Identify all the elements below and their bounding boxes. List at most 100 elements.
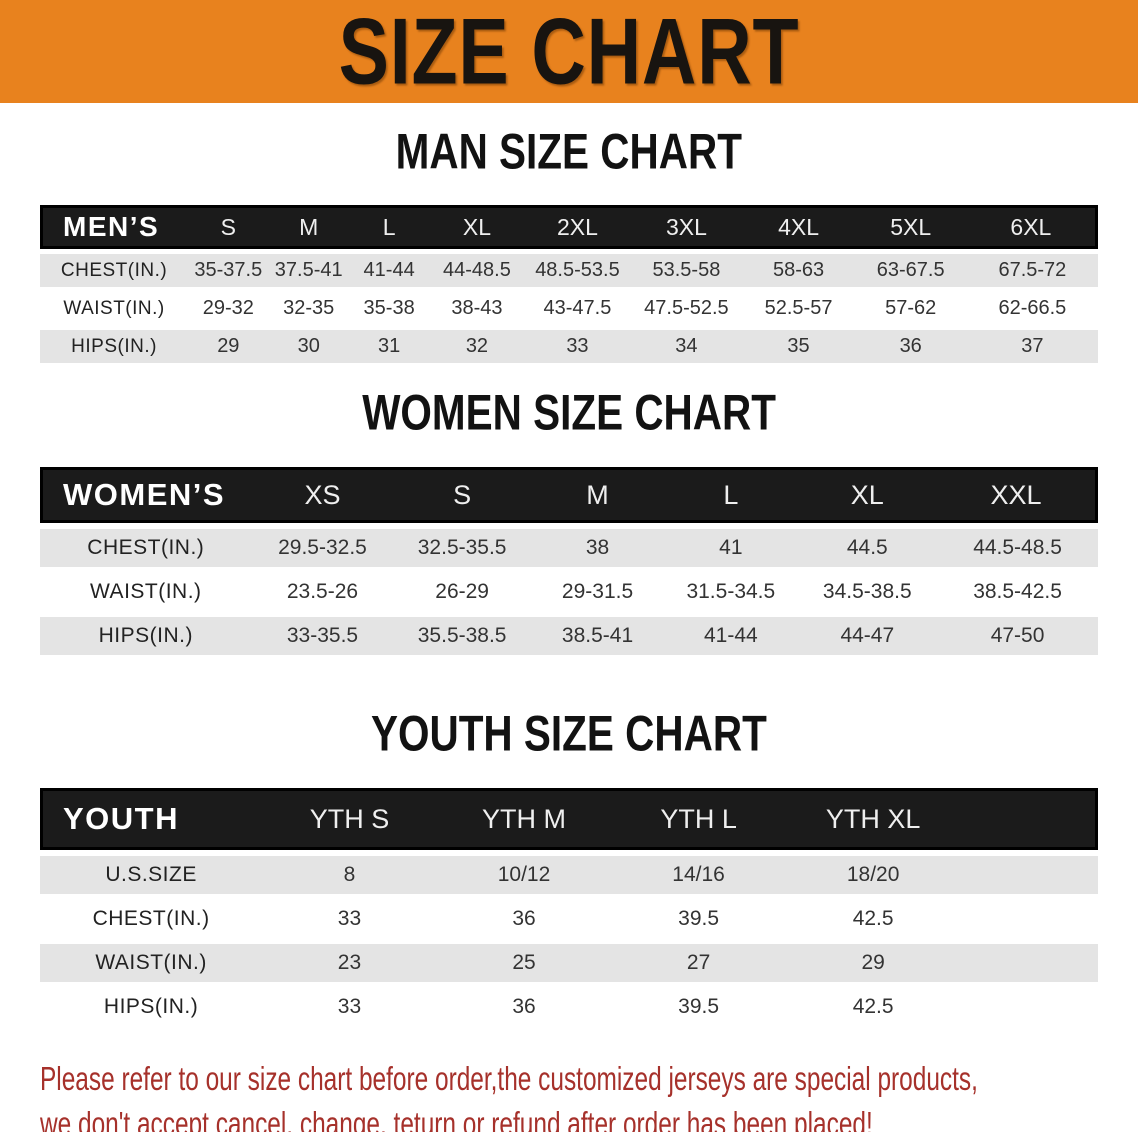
womens-section-heading: WOMEN SIZE CHART bbox=[0, 383, 1138, 445]
row-label-cell: WAIST(IN.) bbox=[40, 292, 189, 325]
value-cell: 52.5-57 bbox=[742, 292, 855, 325]
value-cell: 33 bbox=[262, 900, 437, 938]
youth-measurement-row: U.S.SIZE 8 10/12 14/16 18/20 bbox=[40, 856, 1098, 894]
value-cell: 44.5 bbox=[797, 529, 938, 567]
value-cell: 10/12 bbox=[436, 856, 612, 894]
mens-column-header: 4XL bbox=[742, 205, 855, 249]
mens-table-title: MEN’S bbox=[40, 205, 189, 249]
mens-column-header: M bbox=[268, 205, 349, 249]
row-label-cell: CHEST(IN.) bbox=[40, 254, 189, 287]
mens-column-header: XL bbox=[429, 205, 525, 249]
mens-column-header: 2XL bbox=[524, 205, 631, 249]
value-cell: 23 bbox=[262, 944, 437, 982]
youth-measurement-row: HIPS(IN.) 33 36 39.5 42.5 bbox=[40, 988, 1098, 1026]
value-cell: 39.5 bbox=[611, 988, 786, 1026]
value-cell: 44.5-48.5 bbox=[937, 529, 1098, 567]
youth-section-heading: YOUTH SIZE CHART bbox=[0, 704, 1138, 766]
row-label-cell: HIPS(IN.) bbox=[40, 617, 252, 655]
youth-column-header: YTH S bbox=[262, 788, 437, 850]
womens-section-heading-text: WOMEN SIZE CHART bbox=[362, 383, 776, 441]
value-cell: 35-37.5 bbox=[188, 254, 269, 287]
value-cell: 58-63 bbox=[742, 254, 855, 287]
mens-measurement-row: CHEST(IN.) 35-37.5 37.5-41 41-44 44-48.5 48.5… bbox=[40, 254, 1098, 287]
youth-section-heading-text: YOUTH SIZE CHART bbox=[371, 704, 767, 762]
row-label-cell: HIPS(IN.) bbox=[40, 988, 263, 1026]
value-cell: 63-67.5 bbox=[854, 254, 967, 287]
mens-table-mount: MEN’S S M L XL 2XL 3XL 4XL 5XL 6XL CHEST(IN.) 35-37… bbox=[0, 200, 1138, 368]
value-cell: 35-38 bbox=[348, 292, 430, 325]
banner: SIZE CHART bbox=[0, 0, 1138, 103]
row-label-cell: WAIST(IN.) bbox=[40, 573, 252, 611]
value-cell: 36 bbox=[436, 988, 612, 1026]
womens-column-header: XXL bbox=[937, 467, 1098, 523]
filler-cell bbox=[960, 900, 1098, 938]
value-cell: 43-47.5 bbox=[524, 292, 631, 325]
value-cell: 34.5-38.5 bbox=[797, 573, 938, 611]
value-cell: 33-35.5 bbox=[251, 617, 394, 655]
value-cell: 53.5-58 bbox=[630, 254, 743, 287]
youth-header-row: YOUTH YTH S YTH M YTH L YTH XL bbox=[40, 788, 1098, 850]
value-cell: 48.5-53.5 bbox=[524, 254, 631, 287]
value-cell: 30 bbox=[268, 330, 349, 363]
value-cell: 42.5 bbox=[785, 988, 961, 1026]
row-label-cell: CHEST(IN.) bbox=[40, 529, 252, 567]
womens-column-header: S bbox=[393, 467, 531, 523]
youth-size-table: YOUTH YTH S YTH M YTH L YTH XL U.S.SIZE 8 10/12… bbox=[40, 782, 1098, 1032]
womens-column-header: XL bbox=[797, 467, 938, 523]
disclaimer-line-1: Please refer to our size chart before or… bbox=[40, 1056, 1138, 1101]
womens-measurement-row: HIPS(IN.) 33-35.5 35.5-38.5 38.5-41 41-44 44-… bbox=[40, 617, 1098, 655]
youth-table-mount: YOUTH YTH S YTH M YTH L YTH XL U.S.SIZE 8 10/12… bbox=[0, 782, 1138, 1032]
value-cell: 8 bbox=[262, 856, 437, 894]
value-cell: 35 bbox=[742, 330, 855, 363]
youth-column-header: YTH M bbox=[436, 788, 612, 850]
mens-size-table: MEN’S S M L XL 2XL 3XL 4XL 5XL 6XL CHEST(IN.) 35-37… bbox=[40, 200, 1098, 368]
value-cell: 29.5-32.5 bbox=[251, 529, 394, 567]
disclaimer-line-2: we don't accept cancel, change, teturn o… bbox=[40, 1101, 1138, 1132]
womens-measurement-row: WAIST(IN.) 23.5-26 26-29 29-31.5 31.5-34.5 34… bbox=[40, 573, 1098, 611]
value-cell: 23.5-26 bbox=[251, 573, 394, 611]
womens-table-mount: WOMEN’S XS S M L XL XXL CHEST(IN.) 29.5-32.5 32.5… bbox=[0, 461, 1138, 661]
mens-section: MAN SIZE CHART MEN’S S M L XL 2XL 3XL 4XL 5XL 6XL… bbox=[0, 122, 1138, 368]
value-cell: 62-66.5 bbox=[966, 292, 1098, 325]
womens-column-header: XS bbox=[251, 467, 394, 523]
womens-section: WOMEN SIZE CHART WOMEN’S XS S M L XL XXL CHEST(… bbox=[0, 383, 1138, 661]
row-label-cell: U.S.SIZE bbox=[40, 856, 263, 894]
value-cell: 57-62 bbox=[854, 292, 967, 325]
value-cell: 35.5-38.5 bbox=[393, 617, 531, 655]
youth-measurement-row: CHEST(IN.) 33 36 39.5 42.5 bbox=[40, 900, 1098, 938]
womens-size-table: WOMEN’S XS S M L XL XXL CHEST(IN.) 29.5-32.5 32.5… bbox=[40, 461, 1098, 661]
youth-section: YOUTH SIZE CHART YOUTH YTH S YTH M YTH L YTH… bbox=[0, 704, 1138, 1032]
youth-column-header: YTH XL bbox=[785, 788, 961, 850]
value-cell: 36 bbox=[854, 330, 967, 363]
mens-column-header: S bbox=[188, 205, 269, 249]
value-cell: 31.5-34.5 bbox=[664, 573, 798, 611]
value-cell: 31 bbox=[348, 330, 430, 363]
value-cell: 44-47 bbox=[797, 617, 938, 655]
value-cell: 41-44 bbox=[664, 617, 798, 655]
value-cell: 44-48.5 bbox=[429, 254, 525, 287]
mens-column-header: 3XL bbox=[630, 205, 743, 249]
value-cell: 39.5 bbox=[611, 900, 786, 938]
youth-column-header: YTH L bbox=[611, 788, 786, 850]
filler-cell bbox=[960, 988, 1098, 1026]
value-cell: 32-35 bbox=[268, 292, 349, 325]
row-label-cell: HIPS(IN.) bbox=[40, 330, 189, 363]
value-cell: 33 bbox=[262, 988, 437, 1026]
mens-section-heading-text: MAN SIZE CHART bbox=[395, 122, 743, 180]
youth-table-title: YOUTH bbox=[40, 788, 263, 850]
row-label-cell: CHEST(IN.) bbox=[40, 900, 263, 938]
value-cell: 38.5-42.5 bbox=[937, 573, 1098, 611]
value-cell: 37 bbox=[966, 330, 1098, 363]
mens-measurement-row: WAIST(IN.) 29-32 32-35 35-38 38-43 43-47.5 47.… bbox=[40, 292, 1098, 325]
filler-cell bbox=[960, 856, 1098, 894]
value-cell: 29-31.5 bbox=[530, 573, 665, 611]
value-cell: 42.5 bbox=[785, 900, 961, 938]
value-cell: 41 bbox=[664, 529, 798, 567]
value-cell: 38-43 bbox=[429, 292, 525, 325]
filler-cell bbox=[960, 944, 1098, 982]
womens-measurement-row: CHEST(IN.) 29.5-32.5 32.5-35.5 38 41 44.5 44.5… bbox=[40, 529, 1098, 567]
value-cell: 37.5-41 bbox=[268, 254, 349, 287]
value-cell: 34 bbox=[630, 330, 743, 363]
value-cell: 41-44 bbox=[348, 254, 430, 287]
disclaimer-line-2-text: we don't accept cancel, change, teturn o… bbox=[40, 1105, 873, 1132]
